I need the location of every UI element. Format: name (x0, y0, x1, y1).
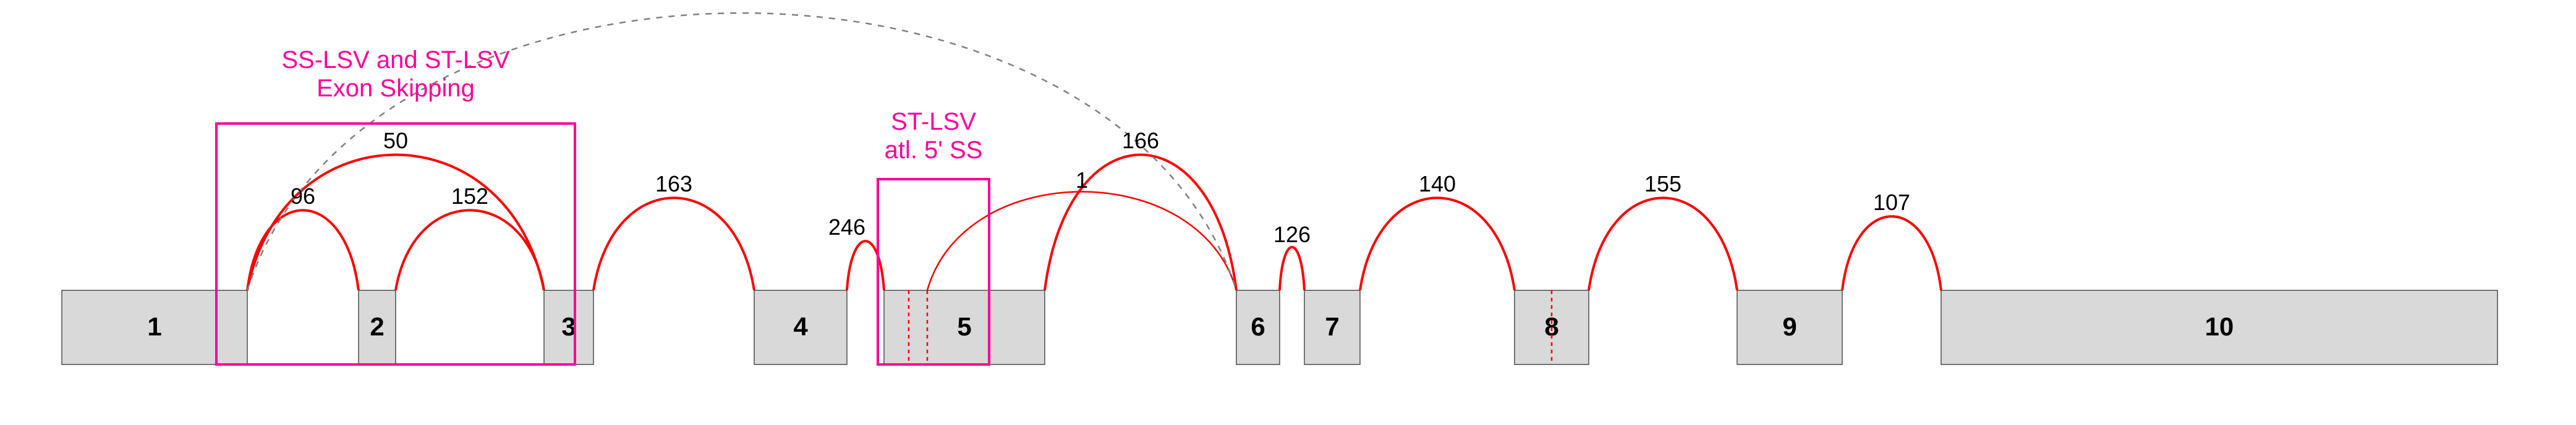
exons-layer: 12345678910 (62, 290, 2497, 364)
exon-label-6: 6 (1251, 312, 1265, 341)
junction-label-1: 152 (451, 183, 488, 209)
exon-label-9: 9 (1782, 312, 1796, 341)
junction-label-10: 107 (1873, 190, 1910, 215)
exon-label-10: 10 (2205, 312, 2234, 341)
junction-label-0: 96 (291, 183, 315, 209)
annotation-label-1-0: ST-LSV (891, 108, 976, 135)
junction-label-4: 246 (828, 214, 865, 240)
exon-label-5: 5 (957, 312, 971, 341)
annotations-layer: SS-LSV and ST-LSVExon Skipping ST-LSVatl.… (216, 46, 989, 364)
junction-arc-6 (927, 191, 1236, 290)
junction-label-8: 140 (1419, 171, 1456, 196)
annotation-label-1-1: atl. 5' SS (885, 137, 983, 164)
junction-label-3: 163 (655, 171, 692, 196)
junction-arc-0 (247, 210, 359, 290)
exon-label-1: 1 (147, 312, 161, 341)
exon-label-2: 2 (370, 312, 384, 341)
junction-label-9: 155 (1644, 171, 1681, 196)
junction-arc-8 (1360, 198, 1515, 290)
junction-arc-7 (1280, 247, 1304, 290)
junction-label-5: 166 (1122, 128, 1159, 153)
exon-label-4: 4 (793, 312, 808, 341)
junction-arc-5 (1045, 155, 1236, 290)
junction-label-7: 126 (1273, 222, 1311, 247)
junction-arc-1 (396, 210, 544, 290)
exon-label-7: 7 (1325, 312, 1339, 341)
arc-labels-layer: 96 152 50 163 246 166 1 126 140 155 107 (291, 128, 1910, 247)
splice-diagram: 1234567891096152501632461661126140155107… (0, 0, 2576, 425)
annotation-label-0-1: Exon Skipping (317, 75, 475, 102)
junction-label-2: 50 (383, 128, 408, 153)
junction-arc-10 (1842, 216, 1941, 290)
annotation-label-0-0: SS-LSV and ST-LSV (281, 46, 509, 74)
junction-arc-2 (247, 155, 544, 290)
junction-arc-9 (1589, 198, 1737, 290)
junction-label-6: 1 (1076, 167, 1088, 193)
junction-arc-3 (593, 198, 754, 290)
